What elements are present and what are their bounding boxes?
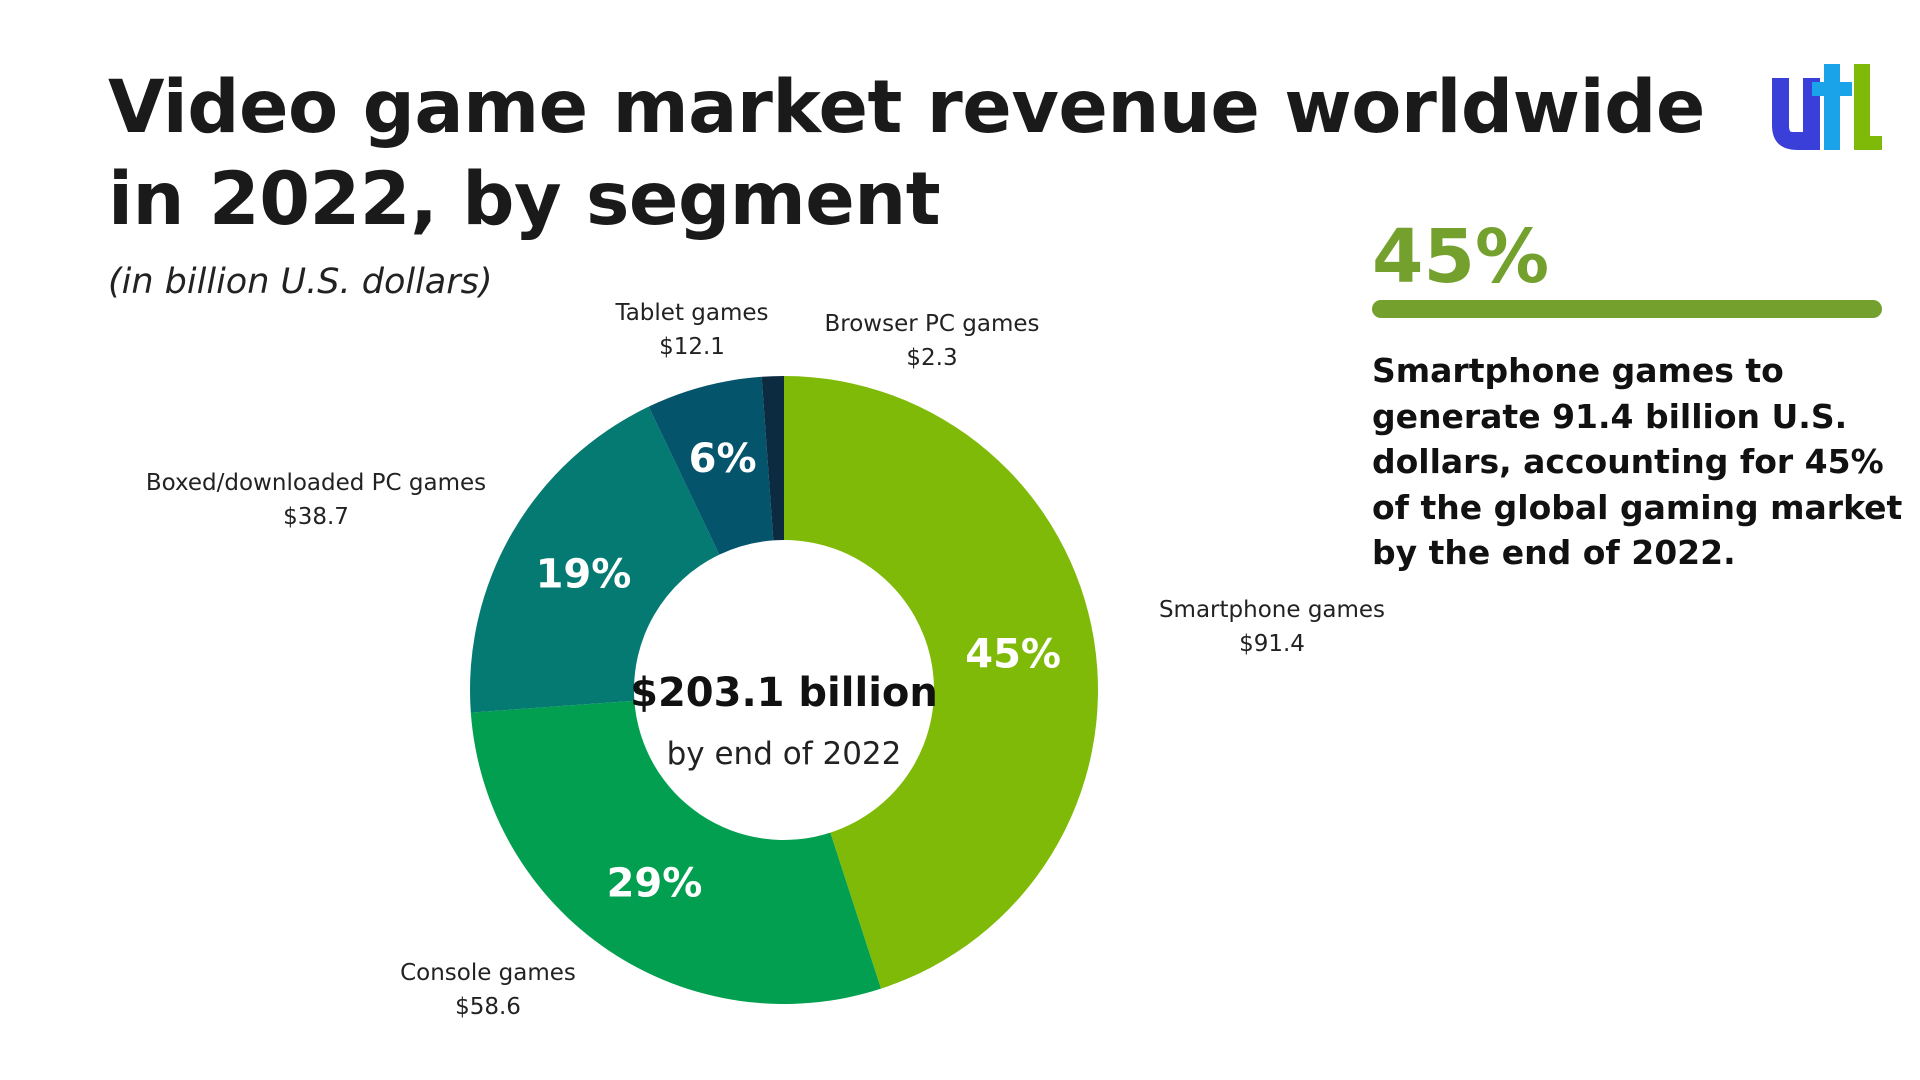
highlight-value: 45%: [1372, 214, 1550, 300]
donut-slice-smartphone-games: [784, 376, 1098, 989]
chart-subtitle: (in billion U.S. dollars): [108, 262, 493, 302]
category-value-label: $91.4: [1239, 631, 1305, 657]
donut-slice-boxed-downloaded-pc-games: [470, 406, 720, 713]
slice-percent-label: 19%: [536, 551, 632, 597]
center-caption: by end of 2022: [667, 736, 902, 772]
chart-title: Video game market revenue worldwide in 2…: [108, 65, 1705, 242]
category-name-label: Browser PC games: [825, 311, 1040, 337]
category-name-label: Boxed/downloaded PC games: [146, 470, 486, 496]
category-labels: Smartphone games $91.4 Console games $58.6 B…: [146, 300, 1385, 1020]
category-value-label: $12.1: [659, 334, 725, 360]
donut-slices: [470, 376, 1098, 1004]
slice-percent-label: 45%: [965, 632, 1061, 678]
category-value-label: $38.7: [283, 504, 349, 530]
highlight-text: Smartphone games to generate 91.4 billio…: [1372, 351, 1903, 572]
category-name-label: Console games: [400, 960, 576, 986]
category-value-label: $2.3: [906, 345, 957, 371]
category-value-label: $58.6: [455, 994, 521, 1020]
slice-percent-label: 6%: [689, 436, 757, 482]
donut-slice-tablet-games: [648, 376, 774, 555]
donut-slice-browser-pc-games: [761, 376, 784, 541]
category-name-label: Smartphone games: [1159, 597, 1385, 623]
slice-percent-label: 29%: [607, 860, 703, 906]
donut-slice-console-games: [470, 700, 881, 1004]
highlight-divider: [1372, 300, 1882, 318]
category-name-label: Tablet games: [614, 300, 768, 326]
center-total: $203.1 billion: [630, 670, 938, 716]
brand-logo: [1772, 64, 1882, 150]
slice-percent-labels: 45% 29% 19% 6%: [536, 436, 1061, 907]
